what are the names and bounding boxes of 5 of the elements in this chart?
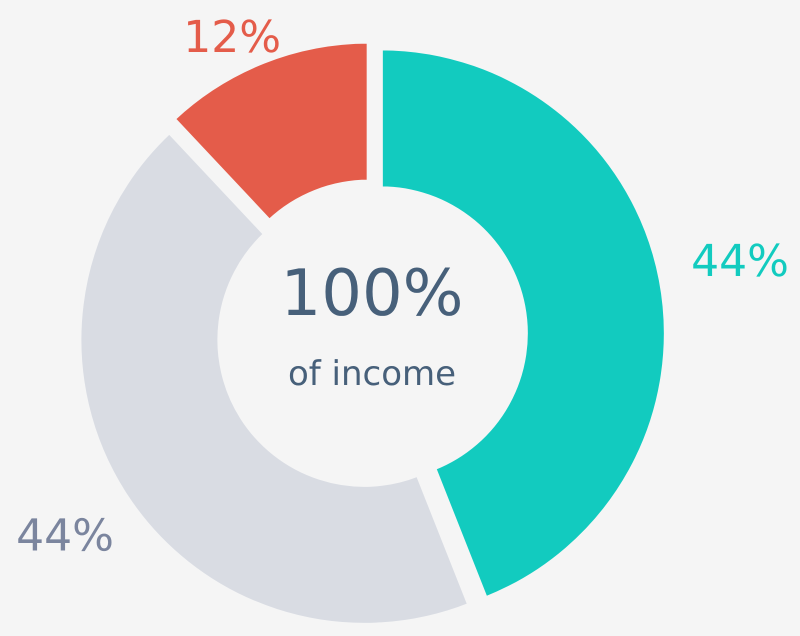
data-label: 12% <box>183 12 282 64</box>
text: 100% <box>280 257 464 331</box>
text: of income <box>288 354 456 394</box>
data-label: 44% <box>691 236 789 287</box>
data-label: 44% <box>16 510 114 562</box>
